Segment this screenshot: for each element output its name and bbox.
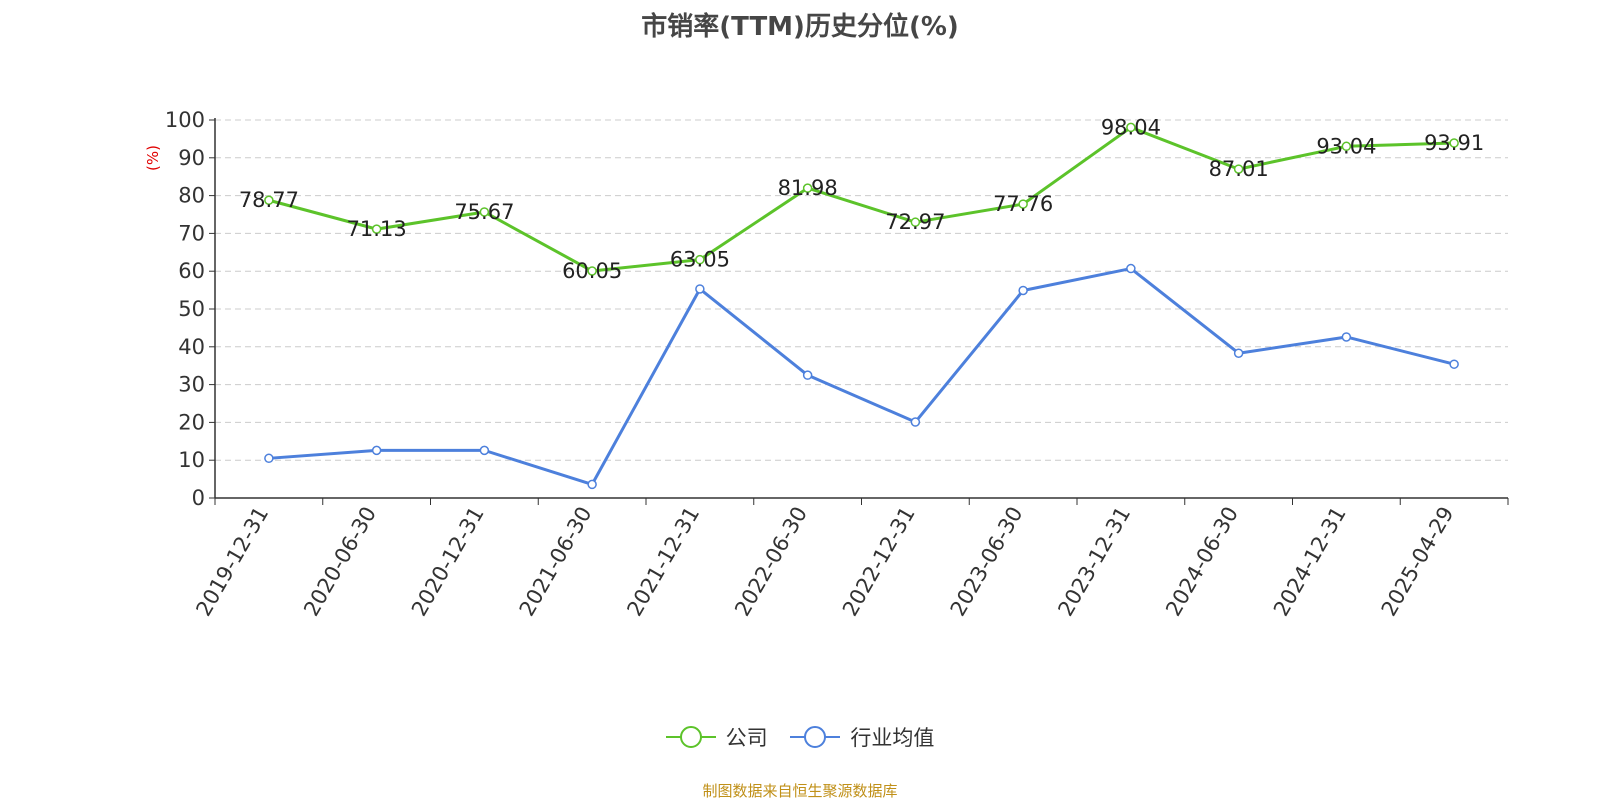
y-tick-label: 80 [178,184,205,208]
chart-title: 市销率(TTM)历史分位(%) [641,12,959,42]
data-point-industry [587,479,597,490]
legend-item-industry[interactable]: 行业均值 [790,722,934,752]
data-point-company [479,207,490,217]
data-label-company: 77.76 [993,192,1053,216]
x-tick-label: 2022-06-30 [730,503,812,621]
y-tick-label: 90 [178,146,205,170]
data-point-company [264,195,274,205]
grid-lines [215,119,1508,461]
data-point-company [695,254,705,265]
data-point-company [1341,141,1352,152]
legend-label-company: 公司 [725,726,768,750]
x-tick-label: 2024-06-30 [1161,503,1243,621]
data-point-company [910,217,921,227]
data-label-company: 93.04 [1316,134,1376,158]
data-label-company: 60.05 [562,259,622,283]
legend-industry-line-icon [790,726,841,748]
y-tick-label: 70 [178,221,205,245]
legend[interactable]: 公司 行业均值 [0,722,1600,754]
x-tick-label: 2020-06-30 [299,503,381,621]
data-point-industry [1341,332,1352,342]
series-layer [264,122,1459,490]
data-label-company: 81.98 [778,176,838,200]
y-tick-label: 40 [178,335,205,359]
data-point-industry [264,453,274,464]
x-tick-label: 2024-12-31 [1269,503,1351,621]
data-point-company [802,183,813,193]
data-point-company [1233,164,1244,174]
data-point-industry [695,284,705,294]
data-point-industry [910,417,921,427]
legend-item-company[interactable]: 公司 [665,722,768,752]
source-note: 制图数据来自恒生聚源数据库 [702,782,898,800]
x-tick-label: 2022-12-31 [838,503,920,621]
data-point-industry [802,370,813,380]
y-tick-label: 60 [178,259,205,283]
y-axis-unit-label: (%) [144,145,162,171]
data-label-company: 78.77 [239,188,299,212]
y-tick-label: 0 [192,486,205,510]
data-label-company: 98.04 [1101,115,1161,139]
x-tick-label: 2023-06-30 [946,503,1028,621]
x-tick-label: 2021-12-31 [622,503,704,621]
data-point-industry [1233,348,1244,358]
data-label-company: 75.67 [454,200,514,224]
x-tick-label: 2021-06-30 [515,503,597,621]
x-tick-label: 2020-12-31 [407,503,489,621]
series-line-industry [268,267,1455,486]
y-tick-label: 10 [178,448,205,472]
y-tick-label: 50 [178,297,205,321]
y-tick-label: 20 [178,410,205,434]
y-tick-label: 100 [165,108,205,132]
y-tick-label: 30 [178,373,205,397]
data-point-industry [479,445,490,456]
data-label-company: 63.05 [670,248,730,272]
x-tick-label: 2025-04-29 [1377,503,1459,621]
data-point-company [1126,122,1136,133]
x-tick-label: 2023-12-31 [1053,503,1135,621]
data-label-company: 93.91 [1424,131,1484,155]
data-label-company: 72.97 [885,210,945,234]
data-point-industry [371,445,382,456]
data-label-company: 87.01 [1209,157,1269,181]
data-point-company [587,266,597,276]
data-point-company [371,224,382,234]
x-tick-label: 2019-12-31 [191,503,273,621]
legend-label-industry: 行业均值 [850,726,935,750]
data-point-company [1449,138,1459,148]
data-label-company: 71.13 [347,217,407,241]
data-point-industry [1126,263,1136,274]
legend-company-line-icon [665,726,716,748]
data-point-industry [1018,285,1028,296]
data-point-industry [1449,359,1459,369]
data-labels: 78.77 71.13 75.67 60.05 63.05 81.98 72.97 77.76… [239,115,1484,283]
series-line-company [268,125,1455,273]
data-point-company [1018,199,1028,209]
